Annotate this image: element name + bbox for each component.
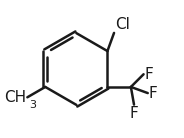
Text: F: F <box>130 106 138 121</box>
Text: Cl: Cl <box>115 17 130 32</box>
Text: CH: CH <box>5 90 27 105</box>
Text: F: F <box>145 67 153 82</box>
Text: F: F <box>149 86 158 101</box>
Text: 3: 3 <box>29 100 36 110</box>
